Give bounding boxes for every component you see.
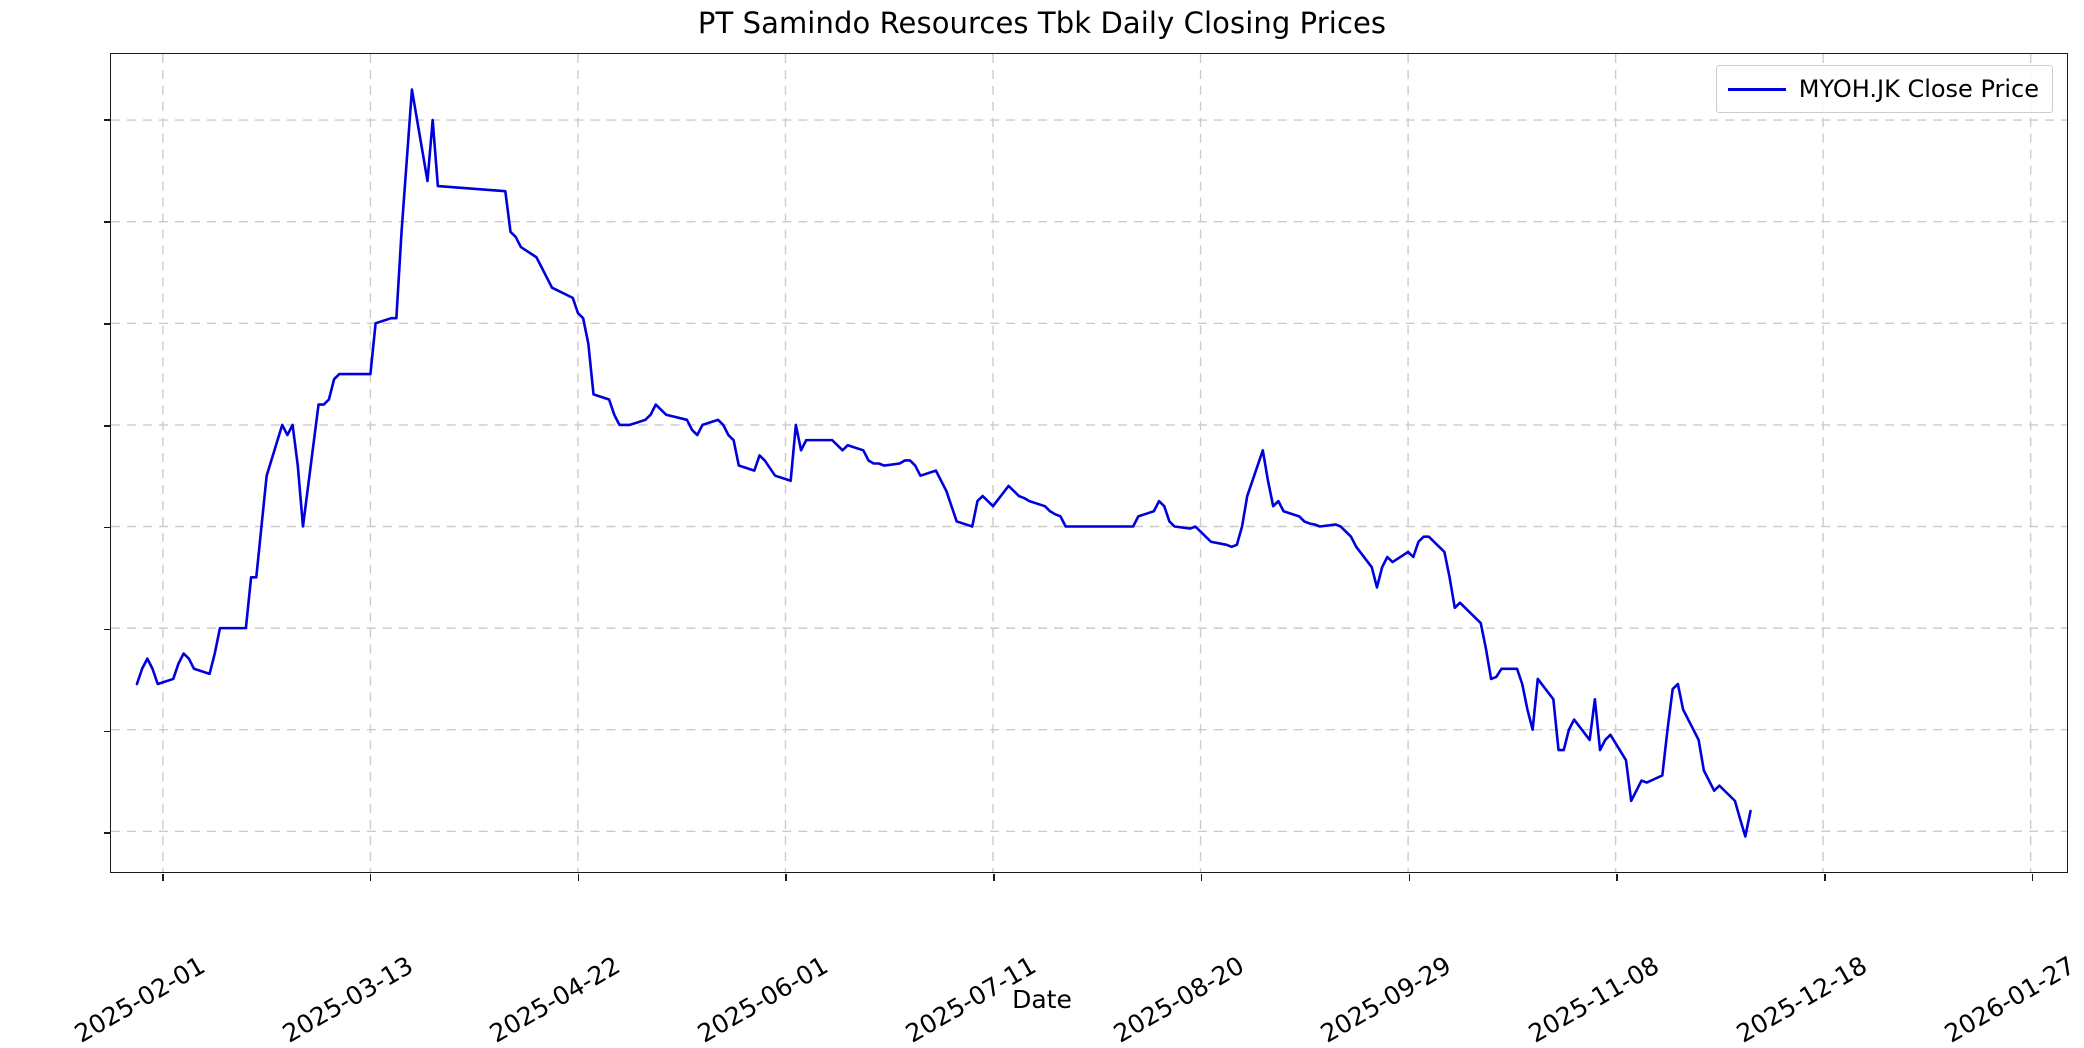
y-tick-mark bbox=[104, 628, 111, 631]
y-tick-mark bbox=[104, 526, 111, 529]
y-tick-mark bbox=[104, 221, 111, 223]
legend-line-swatch bbox=[1727, 87, 1786, 91]
y-tick-mark bbox=[104, 425, 111, 427]
y-tick-mark bbox=[104, 832, 111, 835]
x-axis-title: Date bbox=[1012, 985, 1072, 1014]
y-tick-mark bbox=[104, 119, 111, 121]
y-tick-mark bbox=[104, 323, 111, 325]
chart-legend[interactable]: MYOH.JK Close Price bbox=[1715, 65, 2053, 113]
chart-title: PT Samindo Resources Tbk Daily Closing P… bbox=[697, 6, 1387, 40]
axes-frame: MYOH.JK Close Price bbox=[104, 53, 2068, 881]
y-tick-mark bbox=[104, 730, 111, 733]
plot-area: MYOH.JK Close Price bbox=[104, 53, 2068, 881]
data-series-layer bbox=[135, 88, 1752, 838]
legend-label: MYOH.JK Close Price bbox=[1798, 75, 2039, 103]
grid-lines bbox=[111, 54, 2067, 872]
